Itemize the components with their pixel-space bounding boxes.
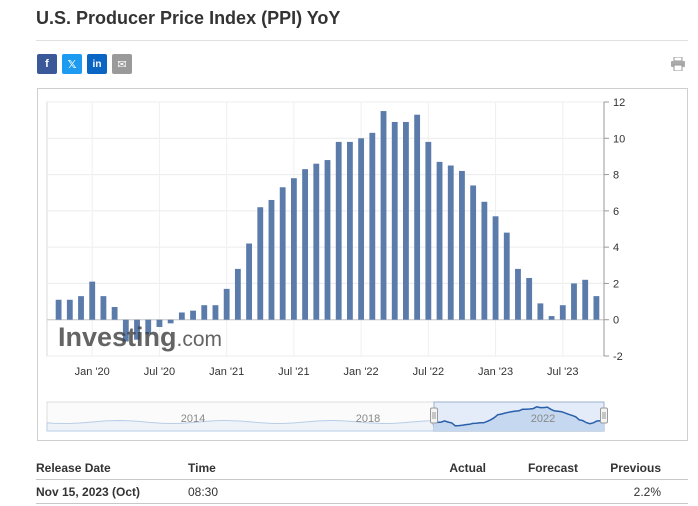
bar-aug-20[interactable] bbox=[167, 319, 174, 324]
bar-dec-20[interactable] bbox=[212, 305, 219, 320]
bar-may-20[interactable] bbox=[134, 319, 140, 340]
twitter-icon: 𝕏 bbox=[67, 58, 77, 71]
bar-nov-21[interactable] bbox=[335, 141, 342, 320]
bar-apr-23[interactable] bbox=[526, 277, 533, 320]
x-tick-label: Jan '23 bbox=[478, 366, 513, 378]
navigator-area bbox=[434, 406, 604, 431]
table-row: Nov 15, 2023 (Oct) 08:30 2.2% bbox=[36, 482, 688, 504]
bar-mar-21[interactable] bbox=[246, 243, 252, 320]
printer-icon[interactable] bbox=[670, 57, 686, 71]
page-title: U.S. Producer Price Index (PPI) YoY bbox=[36, 8, 341, 28]
facebook-share-button[interactable]: f bbox=[37, 54, 57, 74]
bar-feb-22[interactable] bbox=[369, 132, 376, 320]
bar-may-22[interactable] bbox=[403, 121, 409, 320]
bar-sep-21[interactable] bbox=[313, 163, 320, 320]
navigator-line bbox=[434, 406, 605, 427]
twitter-share-button[interactable]: 𝕏 bbox=[62, 54, 82, 74]
navigator-year-label: 2022 bbox=[531, 413, 555, 425]
bar-jun-21[interactable] bbox=[279, 187, 286, 320]
bar-mar-23[interactable] bbox=[515, 268, 521, 320]
y-tick-label: 8 bbox=[613, 170, 619, 182]
linkedin-icon: in bbox=[92, 58, 102, 70]
x-tick-label: Jan '21 bbox=[209, 366, 244, 378]
x-tick-label: Jul '22 bbox=[413, 366, 444, 378]
email-share-button[interactable]: ✉ bbox=[112, 54, 132, 74]
bar-sep-23[interactable] bbox=[582, 279, 589, 320]
x-tick-label: Jan '20 bbox=[75, 366, 110, 378]
bar-oct-22[interactable] bbox=[459, 170, 465, 320]
x-tick-label: Jan '22 bbox=[344, 366, 379, 378]
y-tick-label: 0 bbox=[613, 315, 619, 327]
header-release-date: Release Date bbox=[36, 461, 111, 475]
ppi-chart: 12 10 8 6 4 2 0 -2 Jan '20 Jul '20 Jan '21 Jul '21… bbox=[46, 97, 625, 432]
bar-oct-21[interactable] bbox=[324, 160, 331, 320]
bar-feb-23[interactable] bbox=[503, 232, 510, 320]
y-tick-label: -2 bbox=[613, 351, 623, 363]
facebook-icon: f bbox=[45, 58, 49, 70]
bar-jan-20[interactable] bbox=[89, 281, 96, 320]
bar-jun-20[interactable] bbox=[145, 319, 152, 335]
bar-jul-22[interactable] bbox=[425, 141, 432, 320]
y-tick-label: 2 bbox=[613, 278, 619, 290]
header-actual: Actual bbox=[449, 461, 486, 475]
bar-jan-22[interactable] bbox=[358, 138, 365, 320]
y-tick-label: 10 bbox=[613, 133, 625, 145]
bar-nov-19[interactable] bbox=[66, 299, 73, 320]
bar-mar-20[interactable] bbox=[111, 307, 118, 320]
bar-jul-21[interactable] bbox=[290, 178, 297, 320]
bar-jun-23[interactable] bbox=[548, 316, 555, 320]
table-header: Release Date Time Actual Forecast Previo… bbox=[36, 458, 688, 480]
bar-nov-22[interactable] bbox=[470, 185, 477, 320]
linkedin-share-button[interactable]: in bbox=[87, 54, 107, 74]
navigator-year-label: 2014 bbox=[181, 413, 205, 425]
email-icon: ✉ bbox=[117, 58, 127, 71]
bar-may-21[interactable] bbox=[268, 199, 275, 320]
bar-nov-20[interactable] bbox=[201, 305, 208, 320]
bar-jul-23[interactable] bbox=[559, 305, 566, 320]
y-tick-label: 4 bbox=[613, 242, 619, 254]
bar-feb-20[interactable] bbox=[100, 296, 107, 320]
bar-jan-21[interactable] bbox=[223, 288, 230, 320]
bar-dec-21[interactable] bbox=[346, 141, 353, 320]
bar-sep-22[interactable] bbox=[447, 165, 454, 320]
bar-apr-21[interactable] bbox=[257, 207, 264, 320]
header-previous: Previous bbox=[610, 461, 661, 475]
navigator-year-label: 2018 bbox=[356, 413, 380, 425]
bar-jan-23[interactable] bbox=[492, 216, 499, 320]
x-tick-label: Jul '20 bbox=[144, 366, 175, 378]
cell-release-date: Nov 15, 2023 (Oct) bbox=[36, 485, 141, 499]
bar-dec-22[interactable] bbox=[481, 201, 488, 320]
bar-may-23[interactable] bbox=[537, 303, 544, 320]
investing-watermark: Investing.com bbox=[58, 322, 222, 352]
title-divider bbox=[36, 40, 688, 41]
navigator-history-area bbox=[46, 419, 437, 432]
bar-apr-22[interactable] bbox=[391, 121, 398, 320]
bar-aug-22[interactable] bbox=[436, 161, 443, 320]
y-tick-label: 12 bbox=[613, 97, 625, 109]
bar-aug-21[interactable] bbox=[302, 169, 309, 320]
bar-oct-20[interactable] bbox=[190, 310, 196, 320]
navigator-right-handle[interactable] bbox=[600, 407, 608, 424]
y-tick-label: 6 bbox=[613, 206, 619, 218]
bar-jun-22[interactable] bbox=[414, 114, 421, 320]
x-tick-label: Jul '21 bbox=[278, 366, 309, 378]
navigator-left-handle[interactable] bbox=[430, 407, 438, 424]
header-time: Time bbox=[188, 461, 216, 475]
bar-sep-20[interactable] bbox=[178, 312, 185, 320]
bar-dec-19[interactable] bbox=[78, 296, 84, 320]
cell-previous: 2.2% bbox=[633, 485, 661, 499]
bar-oct-23[interactable] bbox=[593, 296, 600, 320]
bar-feb-21[interactable] bbox=[234, 268, 241, 320]
bar-aug-23[interactable] bbox=[571, 283, 577, 320]
bar-apr-20[interactable] bbox=[122, 319, 129, 342]
chart-container: 12 10 8 6 4 2 0 -2 Jan '20 Jul '20 Jan '21 Jul '21… bbox=[37, 88, 688, 441]
cell-time: 08:30 bbox=[188, 485, 219, 499]
bar-jul-20[interactable] bbox=[156, 319, 163, 327]
x-tick-label: Jul '23 bbox=[547, 366, 578, 378]
bar-mar-22[interactable] bbox=[380, 111, 387, 320]
header-forecast: Forecast bbox=[527, 461, 578, 475]
bar-oct-19[interactable] bbox=[55, 299, 62, 320]
